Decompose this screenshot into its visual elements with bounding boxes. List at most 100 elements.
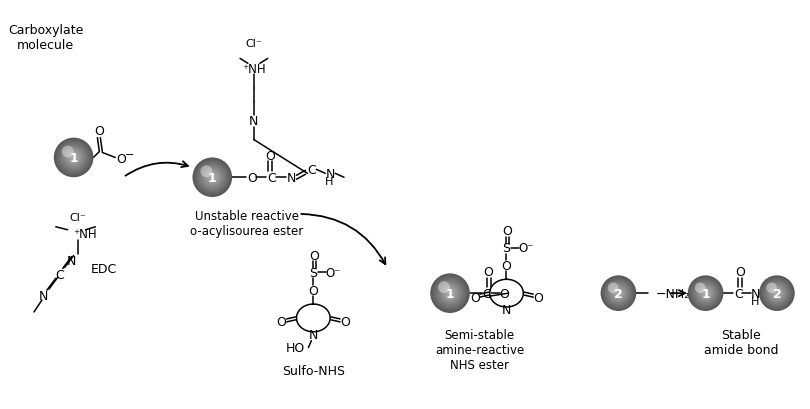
Text: O: O (340, 316, 350, 328)
Circle shape (614, 289, 623, 298)
Circle shape (612, 287, 625, 300)
Circle shape (444, 288, 456, 299)
Text: Stable
amide bond: Stable amide bond (704, 328, 778, 356)
Text: Carboxylate
molecule: Carboxylate molecule (8, 24, 83, 52)
Text: EDC: EDC (91, 262, 117, 275)
Circle shape (603, 277, 634, 310)
Circle shape (65, 149, 83, 167)
Circle shape (199, 165, 225, 191)
Circle shape (617, 292, 620, 294)
Circle shape (197, 162, 228, 193)
Text: O: O (95, 125, 104, 138)
Circle shape (204, 170, 220, 186)
Circle shape (776, 292, 778, 294)
Circle shape (442, 285, 458, 301)
Text: Unstable reactive
o-acylisourea ester: Unstable reactive o-acylisourea ester (190, 209, 304, 237)
Circle shape (195, 161, 229, 195)
FancyArrowPatch shape (126, 162, 188, 176)
Circle shape (58, 142, 89, 174)
Circle shape (609, 285, 627, 302)
Text: N: N (287, 171, 296, 184)
Text: H: H (325, 177, 334, 187)
Circle shape (603, 278, 633, 308)
Text: 1: 1 (69, 152, 78, 164)
Text: 2: 2 (614, 287, 623, 300)
Circle shape (438, 281, 450, 293)
Circle shape (695, 283, 716, 304)
Circle shape (697, 285, 714, 301)
Circle shape (605, 280, 632, 307)
Circle shape (430, 274, 470, 313)
Text: N: N (249, 115, 258, 128)
Circle shape (198, 163, 227, 193)
Text: HO: HO (286, 341, 305, 354)
Circle shape (765, 282, 788, 305)
Circle shape (198, 164, 226, 192)
Circle shape (697, 285, 714, 302)
Circle shape (59, 143, 88, 173)
Text: N: N (39, 289, 49, 302)
Circle shape (434, 278, 466, 309)
Circle shape (695, 283, 706, 293)
Circle shape (761, 278, 792, 308)
Circle shape (764, 280, 791, 307)
Circle shape (194, 159, 231, 197)
Circle shape (435, 279, 465, 308)
Circle shape (604, 279, 633, 308)
Text: N: N (326, 167, 335, 180)
Circle shape (700, 288, 711, 299)
Circle shape (765, 281, 790, 306)
Text: O: O (309, 249, 319, 262)
Text: S: S (502, 241, 510, 254)
Circle shape (70, 154, 78, 162)
Text: O⁻: O⁻ (518, 241, 534, 254)
Circle shape (704, 292, 707, 295)
Circle shape (200, 166, 224, 190)
Text: N: N (750, 287, 760, 300)
Circle shape (64, 148, 83, 168)
Circle shape (436, 280, 464, 307)
Text: ⁺NH: ⁺NH (74, 228, 97, 240)
Text: 1: 1 (701, 287, 710, 300)
Text: Sulfo-NHS: Sulfo-NHS (282, 364, 345, 378)
Circle shape (770, 286, 784, 301)
Circle shape (688, 276, 723, 310)
Circle shape (447, 290, 453, 297)
Circle shape (62, 146, 74, 158)
Text: O: O (501, 259, 511, 272)
Text: −: − (125, 150, 134, 160)
Text: −NH₂: −NH₂ (656, 287, 690, 300)
Circle shape (702, 290, 710, 297)
Text: N: N (502, 304, 511, 317)
Text: O: O (116, 153, 126, 166)
Circle shape (448, 292, 452, 295)
Circle shape (616, 292, 620, 295)
Circle shape (691, 279, 720, 308)
Circle shape (60, 144, 87, 172)
Circle shape (443, 287, 457, 300)
Circle shape (690, 278, 721, 308)
Circle shape (774, 290, 781, 297)
Circle shape (770, 287, 783, 300)
Text: O: O (470, 291, 480, 304)
Text: Semi-stable
amine-reactive
NHS ester: Semi-stable amine-reactive NHS ester (435, 328, 524, 371)
Circle shape (699, 287, 712, 300)
Circle shape (66, 151, 80, 165)
Circle shape (766, 283, 787, 304)
Circle shape (437, 281, 463, 306)
Circle shape (600, 276, 636, 311)
Circle shape (209, 175, 215, 181)
Circle shape (62, 146, 86, 170)
Text: O: O (484, 265, 493, 278)
Circle shape (760, 276, 794, 310)
Circle shape (68, 152, 79, 164)
Text: O⁻: O⁻ (326, 266, 341, 279)
Text: C: C (307, 164, 316, 176)
Text: O: O (277, 316, 287, 328)
Circle shape (694, 282, 717, 305)
Circle shape (606, 281, 631, 306)
Circle shape (449, 292, 451, 294)
Circle shape (202, 168, 222, 188)
Circle shape (698, 286, 713, 301)
Text: C: C (267, 171, 276, 184)
